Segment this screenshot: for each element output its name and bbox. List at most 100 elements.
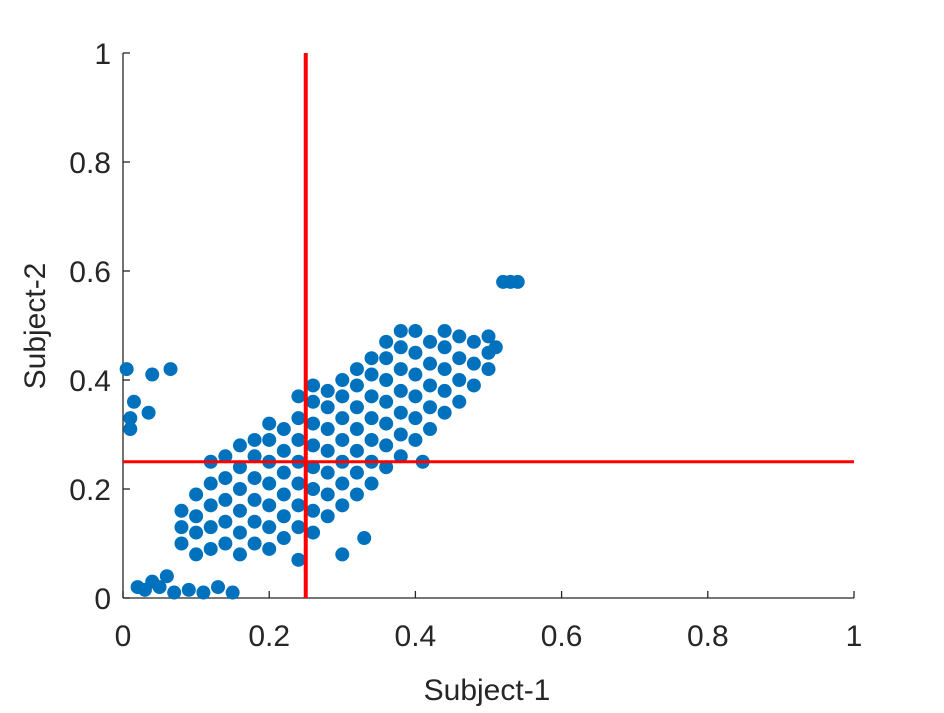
point <box>262 416 277 431</box>
point <box>291 432 306 447</box>
point <box>437 405 452 420</box>
point <box>349 443 364 458</box>
point <box>320 487 335 502</box>
x-tick-label: 1 <box>846 620 863 653</box>
y-axis-label: Subject-2 <box>19 263 52 390</box>
point <box>364 432 379 447</box>
point <box>276 487 291 502</box>
point <box>196 585 211 600</box>
point <box>510 274 525 289</box>
point <box>276 531 291 546</box>
point <box>247 432 262 447</box>
y-tick-label: 0.4 <box>69 365 111 398</box>
point <box>437 362 452 377</box>
point <box>349 422 364 437</box>
point <box>174 520 189 535</box>
point <box>232 547 247 562</box>
point <box>379 438 394 453</box>
point <box>379 394 394 409</box>
point <box>408 367 423 382</box>
point <box>218 471 233 486</box>
point <box>481 362 496 377</box>
point <box>291 520 306 535</box>
point <box>335 389 350 404</box>
point <box>335 476 350 491</box>
point <box>189 487 204 502</box>
point <box>335 547 350 562</box>
point <box>218 449 233 464</box>
point <box>306 378 321 393</box>
point <box>393 340 408 355</box>
point <box>452 394 467 409</box>
point <box>364 476 379 491</box>
point <box>335 432 350 447</box>
point <box>364 389 379 404</box>
point <box>452 351 467 366</box>
point <box>262 432 277 447</box>
point <box>349 400 364 415</box>
point <box>320 422 335 437</box>
point <box>364 411 379 426</box>
point <box>379 460 394 475</box>
point <box>145 574 160 589</box>
point <box>408 345 423 360</box>
x-tick-label: 0.2 <box>248 620 290 653</box>
point <box>232 482 247 496</box>
point <box>291 476 306 491</box>
y-tick-label: 0.2 <box>69 474 111 507</box>
x-tick-label: 0 <box>115 620 132 653</box>
point <box>452 373 467 387</box>
point <box>262 541 277 556</box>
x-tick-label: 0.6 <box>541 620 583 653</box>
point <box>423 356 438 371</box>
point <box>357 531 372 546</box>
point <box>320 443 335 458</box>
point <box>488 340 503 355</box>
point <box>225 585 240 600</box>
point <box>335 498 350 513</box>
point <box>423 334 438 349</box>
point <box>306 394 321 409</box>
point <box>306 416 321 431</box>
x-axis-label: Subject-1 <box>424 674 551 707</box>
point <box>119 362 134 377</box>
point <box>232 460 247 475</box>
point <box>423 378 438 393</box>
point <box>437 340 452 355</box>
point <box>379 416 394 431</box>
point <box>437 383 452 398</box>
point <box>141 405 156 420</box>
point <box>218 492 233 507</box>
point <box>306 438 321 453</box>
point <box>393 362 408 377</box>
point <box>247 449 262 464</box>
point <box>320 383 335 398</box>
point <box>232 503 247 518</box>
point <box>320 509 335 524</box>
point <box>423 400 438 415</box>
point <box>291 498 306 513</box>
point <box>262 520 277 535</box>
point <box>218 536 233 551</box>
y-tick-label: 0.6 <box>69 256 111 289</box>
y-tick-label: 1 <box>94 38 111 71</box>
point <box>364 367 379 382</box>
point <box>379 373 394 387</box>
point <box>276 465 291 480</box>
point <box>232 438 247 453</box>
point <box>466 378 481 393</box>
point <box>393 323 408 338</box>
point <box>437 323 452 338</box>
point <box>320 400 335 415</box>
point <box>189 525 204 540</box>
point <box>408 323 423 338</box>
point <box>123 422 138 437</box>
point <box>320 465 335 480</box>
point <box>276 422 291 437</box>
point <box>291 411 306 426</box>
point <box>349 465 364 480</box>
point <box>189 547 204 562</box>
point <box>123 411 138 426</box>
point <box>163 362 178 377</box>
